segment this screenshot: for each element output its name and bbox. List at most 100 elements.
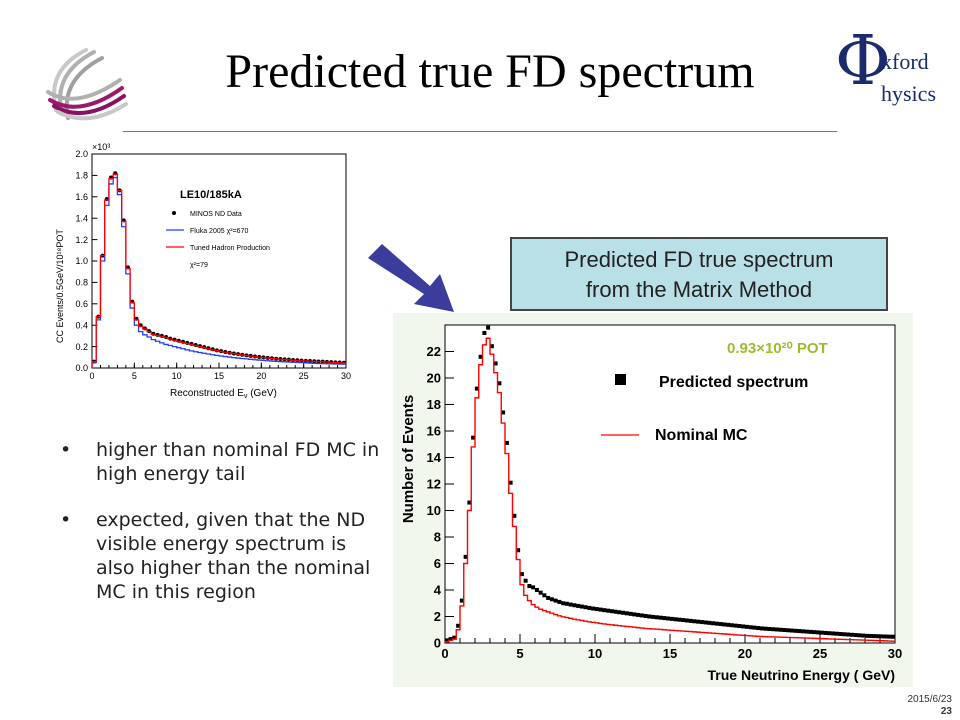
data-point [669, 616, 674, 621]
fd-predicted-spectrum-chart: 0 5 10 15 20 25 30 0 2 4 6 8 10 12 14 16 18 20 22 0.93×10²⁰… [393, 313, 913, 687]
data-point [606, 608, 611, 613]
callout-line-2: from the Matrix Method [585, 277, 813, 302]
data-point [613, 609, 618, 614]
data-point [733, 623, 738, 628]
data-point [688, 618, 693, 623]
data-point [557, 599, 562, 604]
data-point [714, 621, 719, 626]
data-point [789, 628, 794, 633]
data-point [632, 612, 637, 617]
data-point [463, 554, 468, 559]
y-tick-label: 1.8 [75, 171, 88, 181]
data-point [711, 621, 716, 626]
y-tick-label: 22 [427, 344, 441, 359]
data-point [467, 500, 472, 505]
data-point [651, 614, 656, 619]
y-tick-label: 1.2 [75, 235, 88, 245]
x-tick-label: 25 [299, 371, 309, 381]
data-point [834, 631, 839, 636]
data-point [838, 631, 843, 636]
data-point [636, 612, 641, 617]
nd-spectrum-chart: 0 5 10 15 20 25 30 0.0 0.2 0.4 0.6 0.8 1.0 1.2 1.4 1.6 1… [55, 142, 351, 400]
pot-annotation: 0.93×10²⁰ POT [727, 340, 828, 357]
x-tick-label: 0 [441, 646, 448, 661]
logo-text-hysics: hysics [881, 81, 936, 106]
y-tick-label: 2.0 [75, 149, 88, 159]
data-point [692, 619, 697, 624]
y-tick-label: 0.4 [75, 320, 88, 330]
data-point [861, 633, 866, 638]
data-point [763, 626, 768, 631]
y-tick-label: 0.2 [75, 342, 88, 352]
data-point [643, 613, 648, 618]
oxford-physics-logo: Φ xford hysics [835, 28, 945, 116]
data-point [598, 607, 603, 612]
footer-date: 2015/6/23 [907, 694, 953, 705]
data-point [857, 633, 862, 638]
data-point [778, 627, 783, 632]
data-point [508, 480, 513, 485]
data-point [561, 601, 566, 606]
data-point [681, 618, 686, 623]
data-point [583, 605, 588, 610]
data-point [504, 440, 509, 445]
data-point [568, 602, 573, 607]
data-point [572, 603, 577, 608]
data-point [846, 632, 851, 637]
title-divider [123, 131, 837, 132]
data-point [602, 608, 607, 613]
data-point [842, 632, 847, 637]
x-tick-label: 5 [132, 371, 137, 381]
data-point [452, 635, 457, 640]
data-point [564, 601, 569, 606]
data-point [771, 627, 776, 632]
series-line-nominal-mc [444, 337, 895, 643]
data-point [542, 593, 547, 598]
data-point [448, 637, 453, 642]
data-point [722, 622, 727, 627]
x-tick-label: 0 [89, 371, 94, 381]
x-tick-label: 30 [888, 646, 902, 661]
data-point [617, 610, 622, 615]
data-point [808, 629, 813, 634]
data-point [699, 620, 704, 625]
y-tick-label: 1.4 [75, 213, 88, 223]
data-point [579, 604, 584, 609]
data-point [703, 620, 708, 625]
data-point [696, 619, 701, 624]
x-tick-label: 10 [172, 371, 182, 381]
data-point [816, 630, 821, 635]
y-tick-label: 0 [434, 636, 441, 651]
callout-line-1: Predicted FD true spectrum [564, 247, 834, 272]
x-tick-label: 20 [256, 371, 266, 381]
data-point [523, 578, 528, 583]
y-tick-label: 14 [427, 450, 442, 465]
y-tick-label: 10 [427, 503, 441, 518]
data-point [853, 633, 858, 638]
data-point [819, 630, 824, 635]
data-point [801, 629, 806, 634]
data-point [744, 624, 749, 629]
data-point [546, 595, 551, 600]
data-point [594, 607, 599, 612]
x-tick-label: 15 [214, 371, 224, 381]
data-point [444, 638, 449, 643]
data-point [471, 435, 476, 440]
y-tick-label: 0.0 [75, 363, 88, 373]
data-point [553, 598, 558, 603]
legend-marker-predicted [615, 374, 626, 385]
x-tick-label: 10 [588, 646, 602, 661]
bullet-item: higher than nominal FD MC in high energy… [60, 438, 380, 486]
slide-footer: 2015/6/23 23 [908, 694, 953, 718]
bullet-list: higher than nominal FD MC in high energy… [60, 438, 380, 626]
data-point [516, 548, 521, 553]
data-point [729, 623, 734, 628]
logo-text-xford: xford [881, 49, 929, 74]
data-point [621, 610, 626, 615]
data-point [891, 634, 896, 639]
y-tick-label: 2 [434, 609, 441, 624]
data-point [737, 624, 742, 629]
data-point [512, 513, 517, 518]
data-point [662, 616, 667, 621]
method-callout: Predicted FD true spectrum from the Matr… [510, 237, 888, 311]
